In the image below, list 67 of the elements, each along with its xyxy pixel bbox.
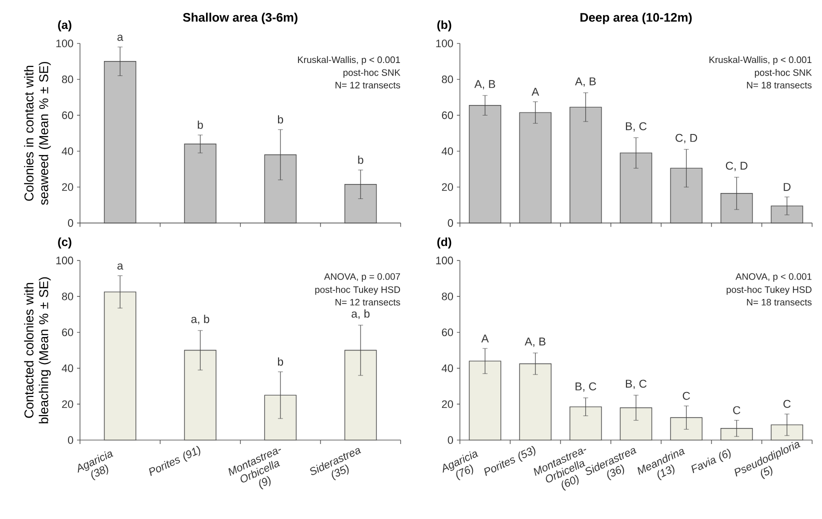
annotation: N= 12 transects [336,298,400,306]
y-tick-label: 60 [442,328,454,336]
annotation: b [278,115,284,124]
annotation: Kruskal-Wallis, p < 0.001 [298,56,400,65]
annotation: A, B [474,80,496,90]
text: (a) [58,20,72,32]
annotation: a, b [352,309,370,320]
annotation: N= 18 transects [747,82,812,88]
annotation: C [733,406,740,414]
annotation: post-hoc Tukey HSD [726,286,812,295]
y-tick-label: 80 [62,76,74,84]
text: (b) [437,20,452,32]
annotation: C [783,400,791,408]
y-tick-label: 100 [56,40,74,48]
y-tick-label: 20 [442,400,454,408]
y-tick-label: 100 [436,256,454,264]
y-tick-label: 40 [62,364,74,372]
y-tick-label: 20 [62,400,74,408]
annotation: D [784,183,790,191]
y-tick-label: 0 [448,219,454,227]
annotation: ANOVA, p = 0.007 [324,273,400,282]
annotation: C, D [676,134,698,144]
annotation: N= 18 transects [747,298,812,306]
y-tick-label: 20 [62,183,74,191]
x-tick-label: Favia (6) [691,448,731,474]
y-tick-label: 0 [68,219,74,227]
text: (d) [437,237,452,248]
annotation: b [278,357,284,366]
y-tick-label: 80 [442,292,454,300]
text: (c) [58,237,72,248]
y-tick-label: 20 [442,183,454,191]
annotation: B, C [626,380,647,390]
annotation: post-hoc Tukey HSD [315,286,400,295]
annotation: A, B [524,338,546,347]
annotation: B, C [626,122,647,132]
annotation: A [532,88,540,96]
annotation: ANOVA, p < 0.001 [736,273,812,282]
annotation: a, b [191,314,210,324]
y-axis-title: Colonies in contact with seaweed (Mean % ± SE) [24,62,51,205]
y-tick-label: 0 [448,436,454,444]
y-tick-label: 40 [62,147,74,155]
annotation: post-hoc SNK [343,69,400,78]
y-tick-label: 0 [68,436,74,444]
annotation: A [481,334,489,342]
annotation: N= 12 transects [336,82,400,88]
y-tick-label: 100 [436,40,454,48]
y-tick-label: 60 [62,111,74,120]
annotation: b [358,156,364,164]
annotation: post-hoc SNK [754,69,812,78]
chart-title: Shallow area (3-6m) [182,12,298,24]
y-tick-label: 40 [442,364,454,372]
annotation: Kruskal-Wallis, p < 0.001 [710,56,812,65]
annotation: a [117,34,124,41]
y-tick-label: 80 [442,76,454,84]
y-tick-label: 60 [62,328,74,336]
annotation: C [682,392,690,400]
y-tick-label: 60 [442,111,454,120]
annotation: B, C [576,382,596,392]
y-tick-label: 100 [56,256,74,264]
chart-title: Deep area (10-12m) [580,12,692,24]
y-tick-label: 80 [62,292,74,300]
annotation: b [198,120,203,129]
annotation: A, B [575,77,596,87]
annotation: a [117,263,124,270]
y-axis-title: Contacted colonies with bleaching (Mean % ± SE) [24,277,51,424]
annotation: C, D [726,162,748,172]
y-tick-label: 40 [442,147,454,155]
